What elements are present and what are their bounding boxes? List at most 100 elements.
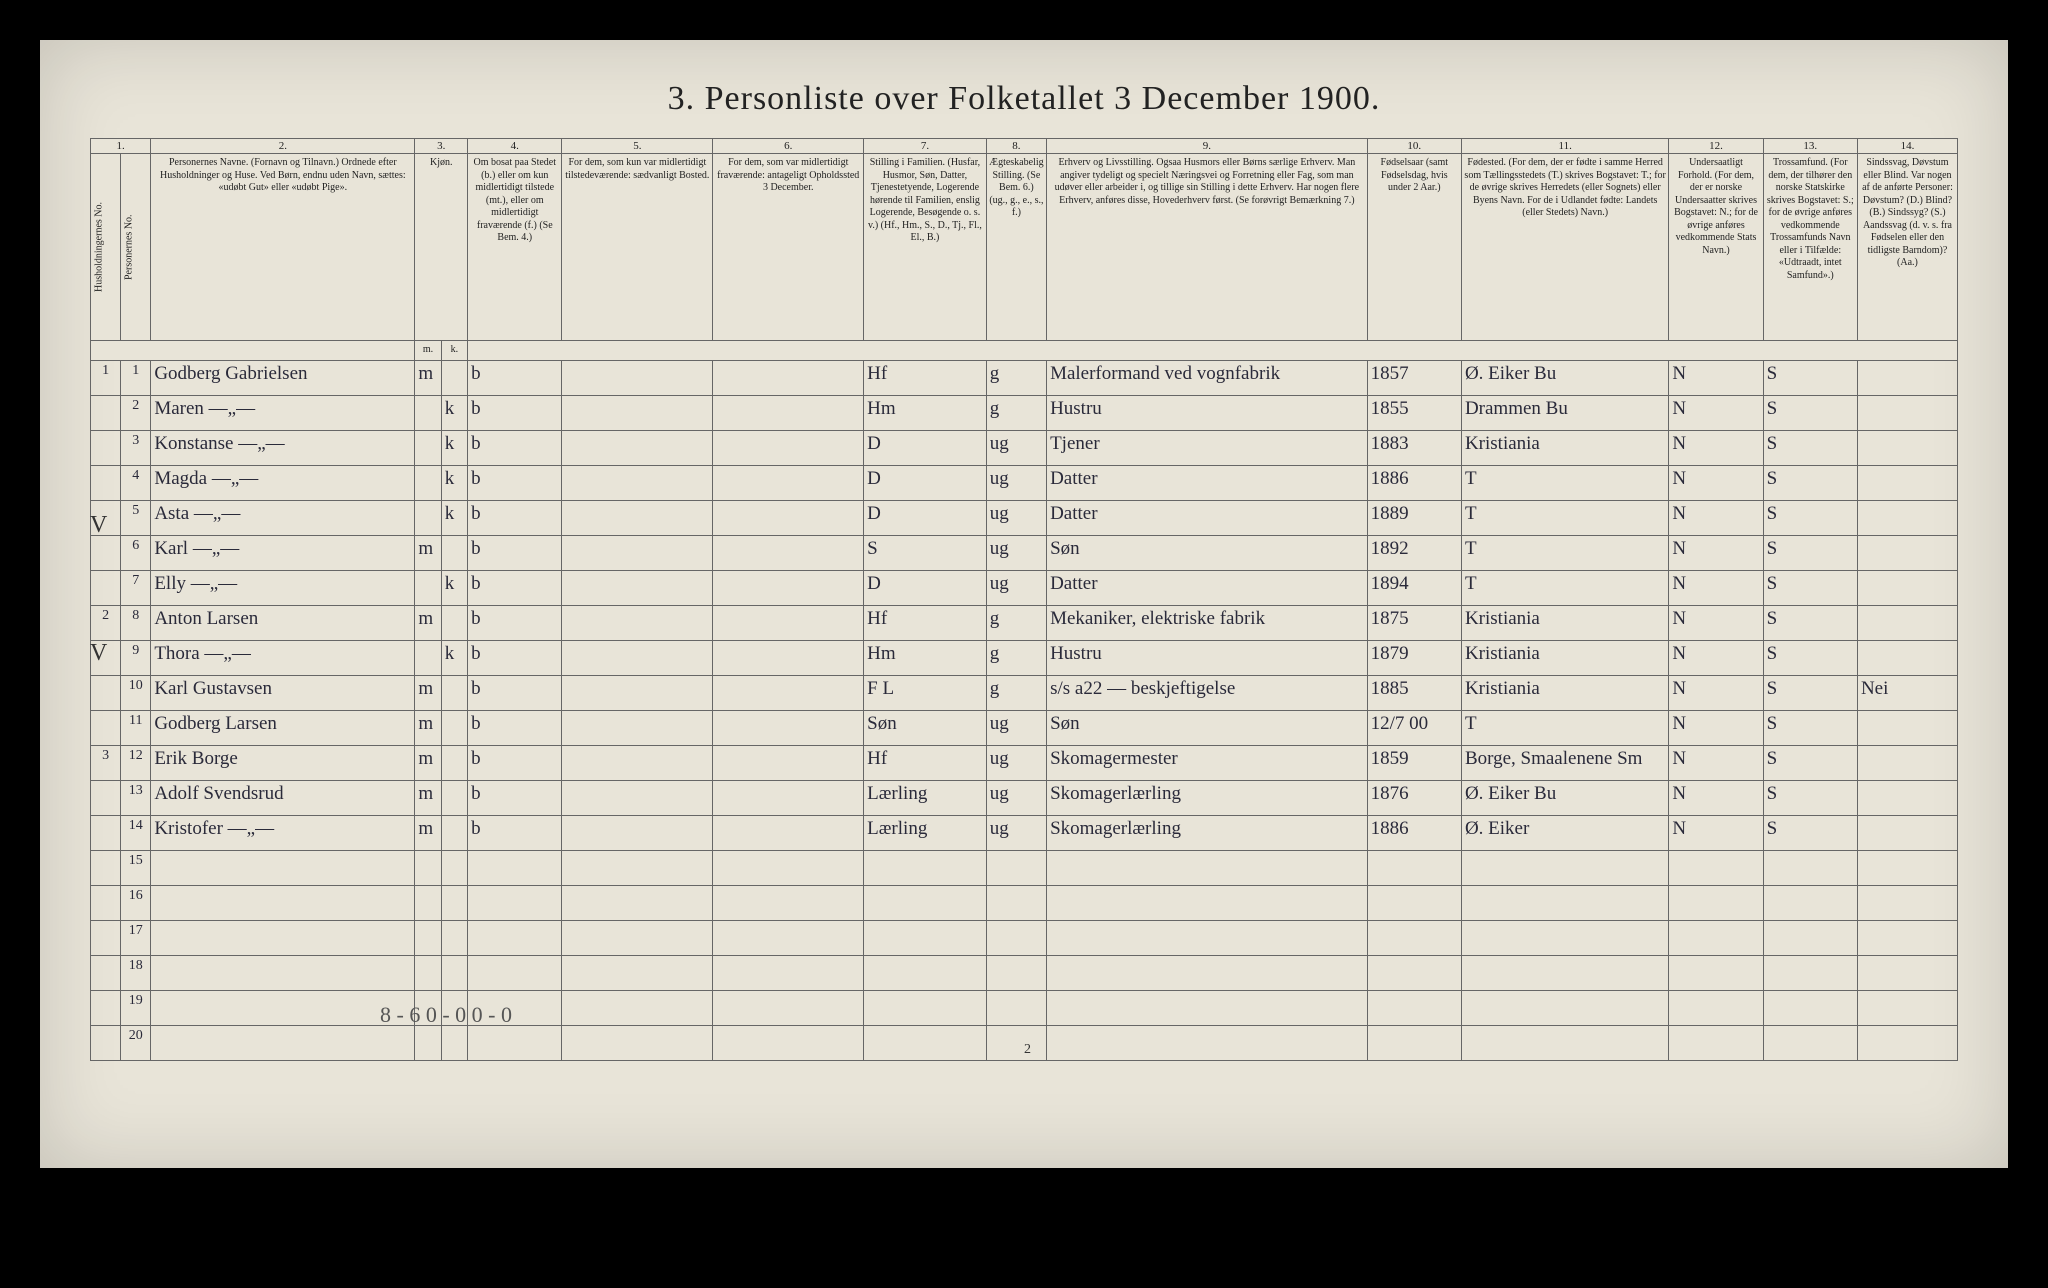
colnum: 4. (468, 139, 562, 154)
page-number: 2 (1024, 1042, 1031, 1058)
hdr-religion: Trossamfund. (For dem, der tilhører den … (1763, 154, 1857, 341)
cell (441, 745, 467, 780)
cell: k (441, 465, 467, 500)
cell: S (1763, 815, 1857, 850)
cell: N (1669, 430, 1763, 465)
cell (562, 710, 713, 745)
cell: ug (986, 570, 1046, 605)
cell (91, 430, 121, 465)
cell: S (1763, 570, 1857, 605)
cell (864, 885, 987, 920)
cell: Hm (864, 640, 987, 675)
cell: m (415, 535, 441, 570)
cell (91, 710, 121, 745)
cell (1857, 710, 1957, 745)
cell: b (468, 780, 562, 815)
cell: Kristiania (1461, 605, 1668, 640)
cell: 4 (121, 465, 151, 500)
cell (713, 990, 864, 1025)
cell: Datter (1047, 500, 1368, 535)
cell: Kristiania (1461, 430, 1668, 465)
cell: Tjener (1047, 430, 1368, 465)
cell (415, 395, 441, 430)
cell (1857, 430, 1957, 465)
cell: Søn (1047, 535, 1368, 570)
cell (562, 850, 713, 885)
cell (562, 675, 713, 710)
cell: N (1669, 395, 1763, 430)
cell (441, 710, 467, 745)
cell: Ø. Eiker (1461, 815, 1668, 850)
cell: 1 (91, 360, 121, 395)
cell (151, 1025, 415, 1060)
cell: S (1763, 640, 1857, 675)
cell: D (864, 430, 987, 465)
cell (441, 920, 467, 955)
cell: T (1461, 500, 1668, 535)
cell: T (1461, 465, 1668, 500)
cell: 1879 (1367, 640, 1461, 675)
cell (713, 710, 864, 745)
table-row: 9Thora —„—kbHmgHustru1879KristianiaNS (91, 640, 1958, 675)
cell: Elly —„— (151, 570, 415, 605)
cell (713, 360, 864, 395)
cell: m (415, 745, 441, 780)
cell: 1 (121, 360, 151, 395)
cell: S (1763, 675, 1857, 710)
cell (562, 990, 713, 1025)
cell (1367, 920, 1461, 955)
cell (415, 920, 441, 955)
cell: 9 (121, 640, 151, 675)
cell: k (441, 640, 467, 675)
table-row: 19 (91, 990, 1958, 1025)
cell: Hf (864, 360, 987, 395)
cell: S (1763, 500, 1857, 535)
hdr-k: k. (441, 341, 467, 361)
cell (562, 395, 713, 430)
cell: 2 (121, 395, 151, 430)
table-row: 10Karl GustavsenmbF Lgs/s a22 — beskjeft… (91, 675, 1958, 710)
cell: Nei (1857, 675, 1957, 710)
cell (562, 570, 713, 605)
hdr-m: m. (415, 341, 441, 361)
hdr-sex: Kjøn. (415, 154, 468, 341)
cell (1857, 955, 1957, 990)
cell (562, 640, 713, 675)
cell (713, 535, 864, 570)
cell: 1889 (1367, 500, 1461, 535)
cell (1857, 815, 1957, 850)
cell: Magda —„— (151, 465, 415, 500)
cell: b (468, 815, 562, 850)
cell: Mekaniker, elektriske fabrik (1047, 605, 1368, 640)
cell (864, 850, 987, 885)
table-row: 16 (91, 885, 1958, 920)
cell: 1857 (1367, 360, 1461, 395)
cell: S (1763, 710, 1857, 745)
cell: 1892 (1367, 535, 1461, 570)
cell: g (986, 640, 1046, 675)
cell: 13 (121, 780, 151, 815)
cell (562, 465, 713, 500)
cell: b (468, 605, 562, 640)
cell (713, 1025, 864, 1060)
cell (1763, 850, 1857, 885)
cell (151, 850, 415, 885)
colnum: 2. (151, 139, 415, 154)
cell: m (415, 605, 441, 640)
cell (1857, 885, 1957, 920)
colnum: 12. (1669, 139, 1763, 154)
cell: k (441, 500, 467, 535)
cell: 7 (121, 570, 151, 605)
cell: b (468, 675, 562, 710)
cell (441, 1025, 467, 1060)
table-row: 7Elly —„—kbDugDatter1894TNS (91, 570, 1958, 605)
cell (562, 745, 713, 780)
cell: 17 (121, 920, 151, 955)
cell: Skomagerlærling (1047, 780, 1368, 815)
cell (468, 885, 562, 920)
cell (1047, 885, 1368, 920)
cell (986, 955, 1046, 990)
cell (415, 885, 441, 920)
cell: ug (986, 780, 1046, 815)
hdr-nationality: Undersaatligt Forhold. (For dem, der er … (1669, 154, 1763, 341)
